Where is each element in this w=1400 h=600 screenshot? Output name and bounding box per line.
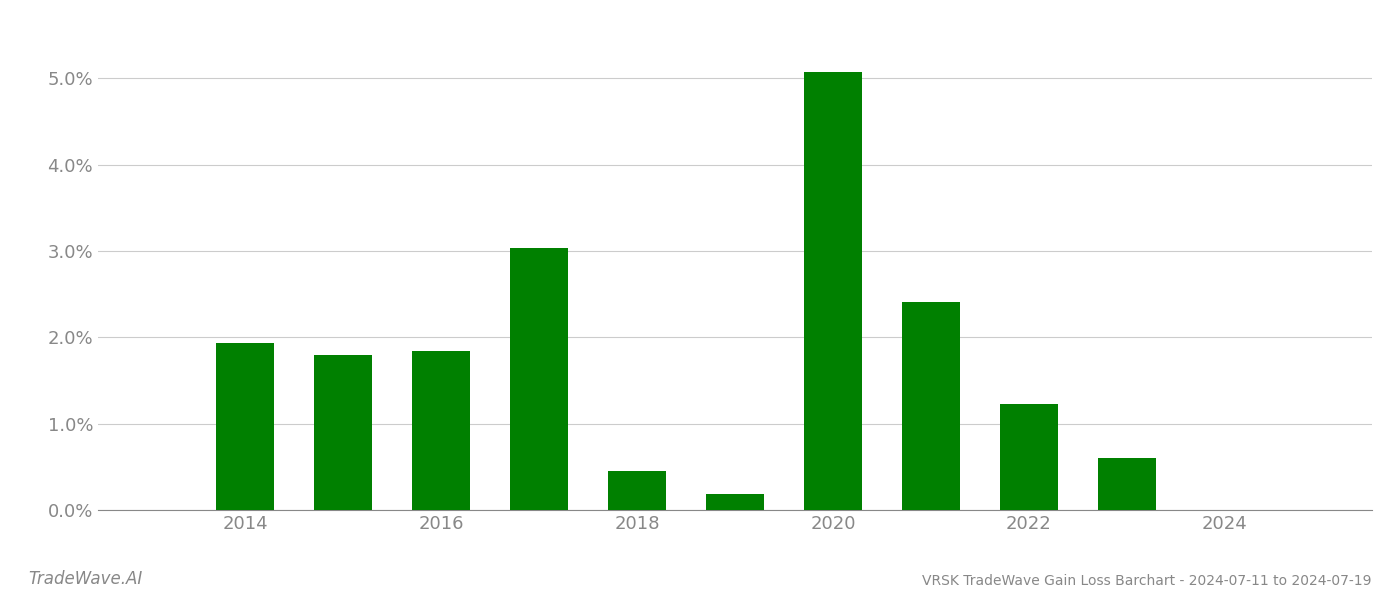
Bar <box>1000 404 1058 510</box>
Bar <box>510 248 568 510</box>
Bar <box>314 355 372 510</box>
Bar <box>902 302 960 510</box>
Bar <box>1098 458 1156 510</box>
Text: VRSK TradeWave Gain Loss Barchart - 2024-07-11 to 2024-07-19: VRSK TradeWave Gain Loss Barchart - 2024… <box>923 574 1372 588</box>
Bar <box>804 71 862 510</box>
Bar <box>216 343 274 510</box>
Bar <box>608 471 666 510</box>
Text: TradeWave.AI: TradeWave.AI <box>28 570 143 588</box>
Bar <box>412 351 470 510</box>
Bar <box>706 494 764 510</box>
